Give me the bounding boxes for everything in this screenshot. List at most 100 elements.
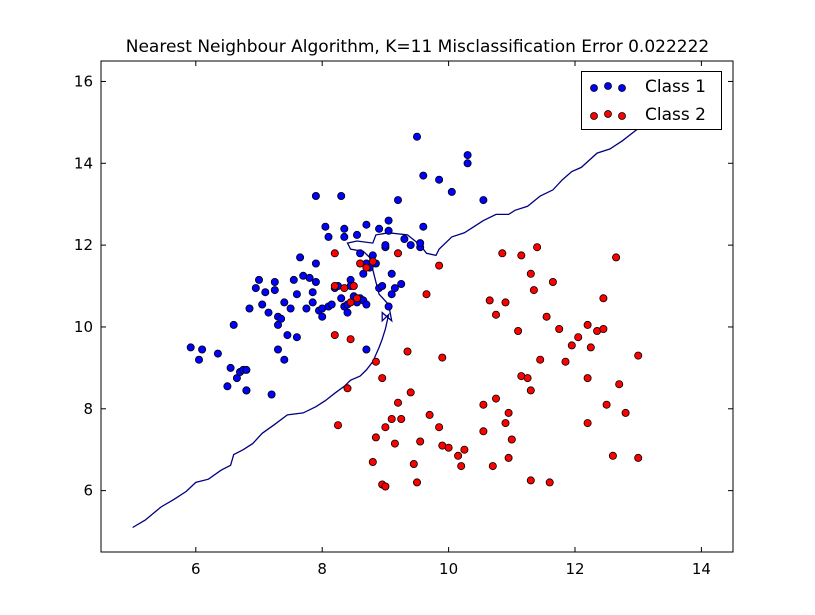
data-point-class-2 (454, 451, 463, 460)
data-point-class-1 (327, 300, 336, 309)
data-point-class-1 (280, 298, 289, 307)
axes: 6 8 10 12 14 6 8 10 12 14 16 (74, 60, 734, 578)
data-point-class-2 (435, 261, 444, 270)
y-tick-label: 16 (74, 72, 93, 90)
data-point-class-2 (529, 286, 538, 295)
data-point-class-1 (254, 275, 263, 284)
data-point-class-2 (412, 478, 421, 487)
chart-title: Nearest Neighbour Algorithm, K=11 Miscla… (125, 37, 710, 57)
data-point-class-1 (261, 288, 270, 297)
data-point-class-2 (330, 249, 339, 258)
data-point-class-1 (340, 232, 349, 241)
legend: Class 1 Class 2 (581, 71, 722, 130)
data-point-class-1 (292, 333, 301, 342)
data-point-class-2 (444, 443, 453, 452)
x-tick-label: 14 (692, 560, 711, 578)
y-tick-label: 6 (83, 482, 93, 500)
data-point-class-2 (460, 445, 469, 454)
data-point-class-1 (229, 320, 238, 329)
data-point-class-1 (321, 222, 330, 231)
data-point-class-1 (362, 300, 371, 309)
data-point-class-1 (277, 314, 286, 323)
data-point-class-2 (533, 243, 542, 252)
data-point-class-2 (491, 310, 500, 319)
data-point-class-1 (393, 196, 402, 205)
data-point-class-2 (368, 457, 377, 466)
data-point-class-1 (337, 294, 346, 303)
data-point-class-1 (280, 355, 289, 364)
data-point-class-2 (416, 437, 425, 446)
data-point-class-1 (419, 171, 428, 180)
data-point-class-1 (381, 241, 390, 250)
data-point-class-2 (583, 419, 592, 428)
data-point-class-1 (283, 331, 292, 340)
data-point-class-2 (406, 388, 415, 397)
data-point-class-2 (371, 433, 380, 442)
y-tick-label: 14 (74, 154, 93, 172)
data-point-class-2 (602, 400, 611, 409)
data-point-class-1 (267, 390, 276, 399)
data-point-class-1 (296, 253, 305, 262)
data-point-class-1 (356, 249, 365, 258)
data-point-class-2 (504, 453, 513, 462)
data-point-class-2 (352, 294, 361, 303)
data-point-class-2 (526, 386, 535, 395)
data-point-class-1 (384, 226, 393, 235)
data-point-class-1 (186, 343, 195, 352)
data-point-class-1 (352, 230, 361, 239)
data-point-class-1 (384, 216, 393, 225)
data-point-class-1 (302, 304, 311, 313)
data-point-class-2 (371, 357, 380, 366)
legend-entry-class-2: Class 2 (582, 103, 723, 129)
x-tick-label: 12 (565, 560, 584, 578)
data-point-class-2 (479, 400, 488, 409)
data-point-class-1 (305, 273, 314, 282)
data-point-class-2 (422, 290, 431, 299)
data-point-class-2 (390, 439, 399, 448)
data-point-class-2 (555, 324, 564, 333)
data-point-class-2 (545, 478, 554, 487)
data-point-class-2 (349, 281, 358, 290)
data-point-class-1 (198, 345, 207, 354)
data-point-class-1 (435, 175, 444, 184)
plot-area (132, 121, 649, 529)
data-point-class-1 (264, 308, 273, 317)
y-tick-label: 12 (74, 236, 93, 254)
data-point-class-1 (273, 345, 282, 354)
data-point-class-1 (416, 239, 425, 248)
data-point-class-2 (526, 476, 535, 485)
data-point-class-2 (346, 335, 355, 344)
data-point-class-2 (330, 331, 339, 340)
legend-entry-class-1: Class 1 (582, 75, 723, 101)
y-tick-label: 10 (74, 318, 93, 336)
data-point-class-1 (479, 196, 488, 205)
data-point-class-1 (318, 312, 327, 321)
data-point-class-2 (586, 343, 595, 352)
x-tick-label: 6 (191, 560, 201, 578)
data-point-class-2 (438, 353, 447, 362)
data-point-class-2 (574, 333, 583, 342)
data-point-class-2 (498, 249, 507, 258)
data-point-class-1 (337, 191, 346, 200)
data-point-class-2 (356, 259, 365, 268)
data-point-class-2 (621, 408, 630, 417)
series-class-2 (330, 243, 643, 491)
data-point-class-1 (343, 308, 352, 317)
data-point-class-1 (286, 304, 295, 313)
data-point-class-1 (387, 269, 396, 278)
data-point-class-2 (599, 324, 608, 333)
data-point-class-2 (333, 421, 342, 430)
data-point-class-2 (330, 281, 339, 290)
y-tick-label: 8 (83, 400, 93, 418)
data-point-class-2 (346, 298, 355, 307)
data-point-class-1 (400, 234, 409, 243)
data-point-class-1 (292, 290, 301, 299)
x-tick-label: 8 (317, 560, 327, 578)
data-point-class-2 (583, 320, 592, 329)
data-point-class-2 (381, 423, 390, 432)
data-point-class-2 (387, 414, 396, 423)
data-point-class-1 (308, 298, 317, 307)
data-point-class-2 (457, 462, 466, 471)
legend-label-class-1: Class 1 (645, 77, 706, 97)
